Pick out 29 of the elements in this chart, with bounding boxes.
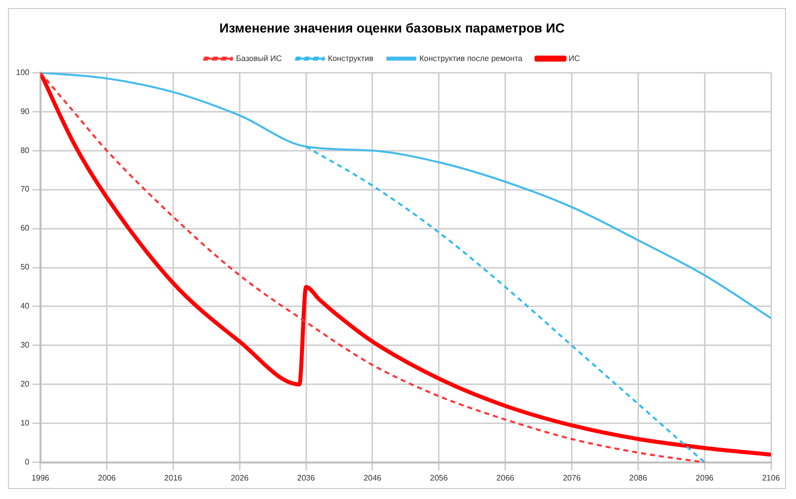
legend-label: Базовый ИС (236, 54, 282, 63)
line-series (305, 146, 706, 462)
x-tick-label: 2036 (297, 473, 316, 482)
x-tick-label: 2006 (98, 473, 116, 482)
y-tick-label: 60 (20, 224, 30, 233)
legend-label: Конструктив (328, 54, 374, 63)
x-tick-label: 2046 (364, 473, 382, 482)
x-tick-label: 2086 (629, 473, 648, 482)
y-tick-label: 20 (20, 380, 30, 389)
x-tick-label: 2016 (164, 473, 183, 482)
y-tick-label: 40 (20, 302, 30, 311)
y-tick-label: 10 (20, 418, 30, 428)
x-tick-label: 2076 (562, 473, 582, 482)
y-tick-label: 50 (20, 262, 30, 272)
y-tick-label: 70 (20, 184, 30, 194)
x-tick-label: 2066 (496, 473, 515, 482)
x-tick-label: 2026 (230, 473, 250, 482)
chart-title: Изменение значения оценки базовых параметров ИС (219, 20, 566, 36)
y-tick-label: 100 (16, 68, 30, 77)
y-tick-label: 0 (24, 458, 30, 467)
y-tick-label: 30 (20, 340, 30, 350)
x-tick-label: 1996 (31, 473, 50, 482)
x-tick-label: 2106 (762, 473, 780, 482)
x-tick-label: 2056 (430, 473, 448, 482)
x-tick-label: 2096 (696, 473, 714, 482)
legend-label: ИС (568, 54, 580, 63)
y-tick-label: 80 (20, 146, 30, 155)
legend-label: Конструктив после ремонта (419, 54, 524, 63)
y-tick-label: 90 (20, 106, 30, 116)
